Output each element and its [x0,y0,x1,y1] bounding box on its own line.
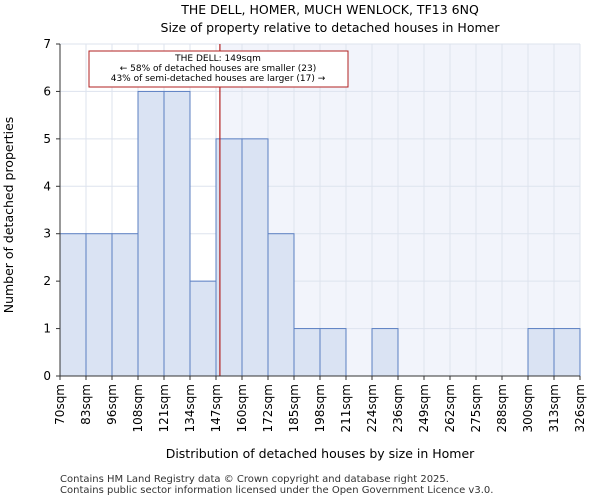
bar [163,90,191,377]
x-tick-label: 198sqm [313,384,327,432]
bar [241,138,269,377]
x-tick-label: 108sqm [131,384,145,432]
bar [189,280,217,377]
footer-copyright: Contains HM Land Registry data © Crown c… [60,474,449,485]
x-tick-label: 326sqm [573,384,587,432]
annotation-box [88,50,349,88]
y-tick-label: 5 [43,132,51,146]
y-tick-label: 6 [43,84,51,98]
annotation-title: THE DELL: 149sqm [174,54,261,64]
bar [137,90,165,377]
x-tick-label: 313sqm [547,384,561,432]
x-axis-label: Distribution of detached houses by size … [166,446,475,461]
bar [527,328,555,377]
bar [85,233,113,377]
bar [59,233,87,377]
x-tick-label: 300sqm [521,384,535,432]
x-tick-label: 96sqm [105,384,119,425]
y-tick-label: 1 [43,322,51,336]
bar [371,328,399,377]
marker-annotation: THE DELL: 149sqm ← 58% of detached house… [88,50,349,88]
y-tick-label: 7 [43,37,51,51]
annotation-smaller: ← 58% of detached houses are smaller (23… [120,64,317,74]
x-tick-label: 70sqm [53,384,67,425]
bar [553,328,581,377]
x-tick-label: 147sqm [209,384,223,432]
x-tick-label: 121sqm [157,384,171,432]
footer-licence: Contains public sector information licen… [60,485,494,496]
x-tick-label: 224sqm [365,384,379,432]
x-tick-label: 249sqm [417,384,431,432]
bar [319,328,347,377]
y-axis-label: Number of detached properties [1,117,16,314]
x-tick-label: 172sqm [261,384,275,432]
x-tick-label: 236sqm [391,384,405,432]
x-tick-label: 262sqm [443,384,457,432]
bar [293,328,321,377]
bars [59,90,581,377]
chart-subtitle: Size of property relative to detached ho… [161,20,501,35]
x-tick-label: 275sqm [469,384,483,432]
x-tick-label: 83sqm [79,384,93,425]
x-tick-label: 160sqm [235,384,249,432]
y-tick-label: 2 [43,274,51,288]
x-tick-label: 288sqm [495,384,509,432]
y-tick-label: 3 [43,227,51,241]
x-axis-ticks: 70sqm 83sqm 96sqm 108sqm 121sqm 134sqm 147sqm 1… [53,376,587,432]
annotation-larger: 43% of semi-detached houses are larger (… [111,74,326,84]
y-axis-ticks: 0 1 2 3 4 5 6 7 [43,37,60,383]
chart-title: THE DELL, HOMER, MUCH WENLOCK, TF13 6NQ [180,2,479,17]
histogram-chart: 0 1 2 3 4 5 6 7 70sqm 83sqm 96sqm 108sqm 121sqm 134s… [1,2,587,461]
x-tick-label: 211sqm [339,384,353,432]
y-tick-label: 0 [43,369,51,383]
x-tick-label: 185sqm [287,384,301,432]
bar [267,233,295,377]
x-tick-label: 134sqm [183,384,197,432]
y-tick-label: 4 [43,179,51,193]
bar [111,233,139,377]
